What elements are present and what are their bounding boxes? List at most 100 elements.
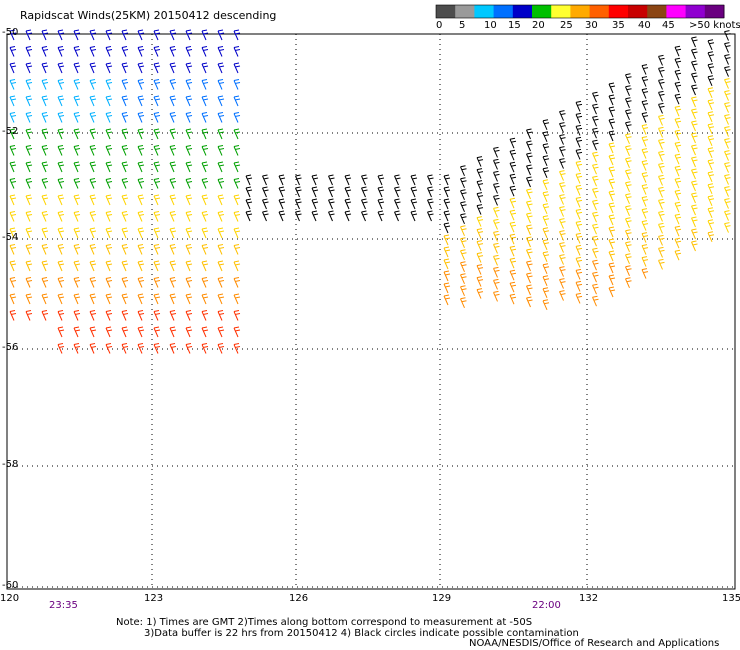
wind-barb [185,79,193,90]
wind-barb [608,190,616,202]
wind-barb [201,194,209,206]
wind-barb [153,310,161,321]
wind-barb [89,95,97,107]
wind-barb [427,186,434,198]
wind-barb [137,161,145,173]
wind-barb [641,184,649,195]
wind-barb [41,293,49,305]
wind-barb [394,174,401,186]
wind-barb [25,112,33,123]
wind-barb [57,46,65,57]
wind-barb [57,62,65,74]
wind-barb [169,211,177,222]
wind-barb [509,161,517,173]
wind-barb [707,39,715,51]
note-line-1: Note: 1) Times are GMT 2)Times along bot… [116,617,533,628]
wind-barb [526,296,533,308]
wind-barb [245,174,253,186]
wind-barb [57,194,65,206]
wind-barb [169,244,177,255]
wind-barb [217,128,225,140]
time-label-right: 22:00 [532,600,561,611]
wind-barb [410,174,418,186]
wind-barb [311,198,319,210]
wind-barb [201,277,209,288]
wind-barb [201,112,209,123]
wind-barb [25,260,33,272]
wind-barb [169,79,177,90]
wind-barb [608,262,616,274]
wind-barb [217,277,225,288]
wind-barb [233,112,241,123]
wind-barb [41,79,49,90]
wind-barb [121,194,129,206]
wind-barb [575,232,583,244]
wind-barb [9,29,17,41]
wind-barb [25,145,33,156]
wind-barb [201,29,209,41]
wind-barb [137,112,145,123]
legend-swatch [704,5,725,18]
wind-barb [691,192,698,204]
wind-barb [73,145,81,156]
wind-barb [73,310,81,321]
wind-barb [724,198,731,209]
wind-barb [9,227,17,239]
wind-barb [185,112,193,123]
wind-barb [559,278,566,289]
wind-barb [724,126,731,137]
wind-barb [41,277,49,288]
legend-label: 35 [612,20,625,31]
wind-barb [185,161,193,173]
wind-barb [542,143,550,155]
time-label-left: 23:35 [49,600,78,611]
wind-barb [185,194,193,206]
wind-barb [460,165,467,177]
wind-barb [105,161,113,173]
wind-barb [460,189,467,201]
wind-barb [169,326,177,338]
wind-barb [691,216,698,228]
wind-barb [526,176,533,188]
legend-swatch [570,5,591,18]
wind-barb [509,173,517,185]
wind-barb [476,240,484,251]
wind-barb [105,46,113,57]
wind-barb [105,326,113,338]
wind-barb [658,234,665,246]
wind-barb [57,310,65,321]
wind-barb [641,148,649,159]
legend-swatch [551,5,571,18]
wind-barb [608,178,616,190]
wind-barb [361,210,368,222]
wind-barb [185,145,193,156]
wind-barb [233,178,241,189]
wind-barb [41,145,49,156]
wind-barb [41,29,49,41]
wind-barb [57,260,65,272]
wind-barb [295,210,302,222]
wind-barb [137,277,145,288]
wind-barb [509,257,517,269]
wind-barb [328,210,335,222]
wind-barb [460,177,467,189]
wind-barb [201,79,209,90]
wind-barb [460,213,467,225]
wind-barb [9,46,17,57]
wind-barb [105,112,113,123]
wind-barb [41,227,49,239]
wind-barb [707,87,715,99]
wind-barb [105,62,113,74]
lon-label: 135 [722,593,740,604]
wind-barb [278,186,286,198]
wind-barb [674,45,682,57]
wind-barb [691,180,698,192]
wind-barb [707,99,715,111]
wind-barb [89,112,97,123]
legend-swatch [608,5,629,18]
wind-barb [724,222,731,233]
wind-barb [217,145,225,156]
wind-barb [185,343,193,354]
wind-barb [233,277,241,288]
wind-barb [460,261,467,273]
